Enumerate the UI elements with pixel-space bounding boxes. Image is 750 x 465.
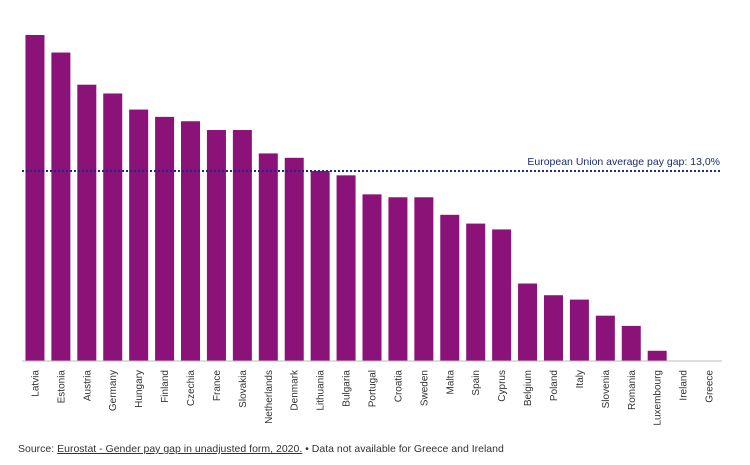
x-tick-label: Romania [627, 370, 638, 410]
bar-italy [569, 299, 589, 361]
bars-group [25, 35, 667, 362]
x-tick-label: Finland [160, 370, 171, 403]
bar-latvia [25, 35, 45, 361]
bar-germany [103, 93, 123, 361]
source-note: Source: Eurostat - Gender pay gap in una… [18, 443, 504, 455]
x-tick-label: Greece [705, 370, 716, 403]
bar-romania [621, 325, 641, 361]
x-tick-label: Slovakia [238, 370, 249, 408]
source-link[interactable]: Eurostat - Gender pay gap in unadjusted … [57, 443, 303, 455]
bar-chart: Latvia Estonia Austria Germany Hungary Finlan… [22, 35, 722, 426]
bar-hungary [129, 109, 149, 361]
bar-denmark [284, 157, 304, 361]
bar-czechia [181, 121, 201, 361]
bar-spain [466, 223, 486, 361]
x-tick-label: Czechia [186, 370, 197, 407]
bar-slovenia [595, 315, 615, 361]
source-suffix: • Data not available for Greece and Irel… [302, 443, 504, 455]
x-tick-label: Latvia [30, 370, 41, 397]
x-tick-label: Lithuania [316, 370, 327, 411]
bar-cyprus [492, 229, 512, 361]
bar-slovakia [232, 130, 252, 361]
x-tick-label: Estonia [56, 370, 67, 404]
x-tick-label: France [212, 370, 223, 402]
x-tick-label: Italy [575, 370, 586, 388]
x-tick-label: Croatia [393, 370, 404, 403]
bar-luxembourg [647, 350, 667, 361]
bar-austria [77, 84, 97, 361]
x-tick-label: Hungary [134, 370, 145, 408]
bar-portugal [362, 194, 382, 361]
bar-finland [155, 116, 175, 362]
x-tick-label: Ireland [679, 370, 690, 401]
x-tick-label: Cyprus [497, 370, 508, 402]
x-tick-label: Portugal [368, 370, 379, 407]
x-tick-label: Spain [471, 370, 482, 396]
x-tick-label: Belgium [523, 370, 534, 406]
x-tick-label: Luxembourg [653, 370, 664, 426]
source-prefix: Source: [18, 443, 58, 455]
bar-bulgaria [336, 175, 356, 361]
x-tick-label: Slovenia [601, 370, 612, 409]
bar-croatia [388, 197, 408, 361]
bar-poland [543, 295, 563, 361]
x-tick-label: Poland [549, 370, 560, 401]
x-tick-label: Germany [108, 370, 119, 411]
x-ticks-group: Latvia Estonia Austria Germany Hungary Finlan… [30, 369, 715, 426]
x-tick-label: Austria [82, 370, 93, 402]
bar-malta [440, 214, 460, 361]
average-label: European Union average pay gap: 13,0% [527, 156, 720, 168]
bar-netherlands [258, 153, 278, 361]
bar-estonia [51, 52, 71, 361]
bar-france [206, 130, 226, 361]
x-tick-label: Denmark [290, 369, 301, 411]
bar-sweden [414, 197, 434, 361]
x-tick-label: Netherlands [264, 370, 275, 424]
x-tick-label: Sweden [419, 370, 430, 406]
bar-belgium [518, 283, 538, 361]
x-tick-label: Bulgaria [342, 370, 353, 407]
x-tick-label: Malta [445, 370, 456, 395]
bar-lithuania [310, 170, 330, 361]
